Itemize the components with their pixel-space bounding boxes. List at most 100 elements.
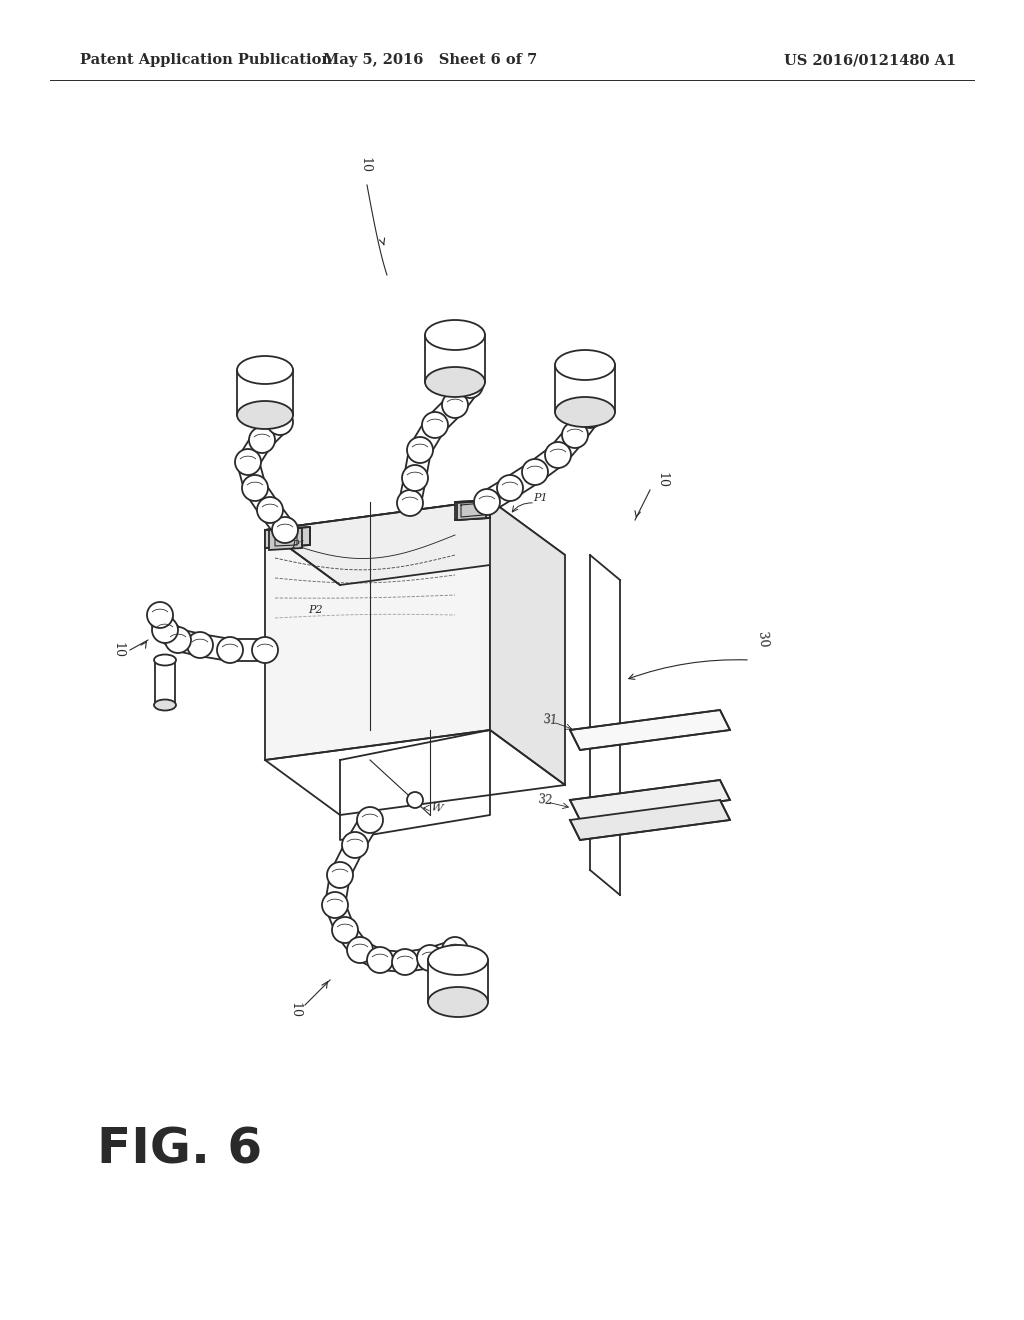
Polygon shape (238, 459, 265, 491)
Polygon shape (379, 950, 406, 972)
Circle shape (332, 917, 358, 942)
Ellipse shape (425, 319, 485, 350)
Polygon shape (425, 335, 485, 381)
Circle shape (417, 945, 443, 972)
Text: May 5, 2016   Sheet 6 of 7: May 5, 2016 Sheet 6 of 7 (323, 53, 538, 67)
Circle shape (147, 602, 173, 628)
Polygon shape (265, 527, 310, 548)
Ellipse shape (428, 945, 488, 975)
Circle shape (272, 517, 298, 543)
Polygon shape (346, 814, 379, 850)
Ellipse shape (425, 367, 485, 397)
Circle shape (442, 392, 468, 418)
Text: P2: P2 (307, 605, 323, 615)
Circle shape (187, 632, 213, 657)
Polygon shape (326, 902, 354, 933)
Polygon shape (528, 446, 564, 480)
Circle shape (249, 426, 275, 453)
Circle shape (562, 422, 588, 447)
Polygon shape (261, 503, 294, 537)
Polygon shape (265, 500, 565, 585)
Polygon shape (230, 639, 265, 661)
Polygon shape (246, 482, 280, 516)
Circle shape (407, 792, 423, 808)
Circle shape (252, 638, 278, 663)
Polygon shape (570, 710, 730, 750)
Ellipse shape (237, 356, 293, 384)
Circle shape (152, 616, 178, 643)
Polygon shape (457, 502, 486, 520)
Polygon shape (355, 941, 384, 969)
Circle shape (402, 465, 428, 491)
Polygon shape (239, 434, 271, 467)
Circle shape (327, 862, 353, 888)
Polygon shape (570, 780, 730, 820)
Circle shape (267, 409, 293, 436)
Circle shape (217, 638, 243, 663)
Circle shape (234, 449, 261, 475)
Polygon shape (411, 420, 444, 455)
Polygon shape (199, 634, 231, 661)
Polygon shape (155, 660, 175, 705)
Circle shape (342, 832, 368, 858)
Polygon shape (404, 447, 431, 480)
Text: 31: 31 (542, 713, 558, 727)
Ellipse shape (555, 350, 615, 380)
Text: 10: 10 (358, 157, 372, 173)
Polygon shape (481, 479, 516, 511)
Text: P1: P1 (532, 492, 547, 503)
Polygon shape (428, 960, 488, 1002)
Polygon shape (570, 800, 730, 840)
Text: P1: P1 (291, 540, 305, 550)
Circle shape (545, 442, 571, 469)
Circle shape (497, 475, 523, 502)
Circle shape (257, 498, 283, 523)
Polygon shape (150, 611, 175, 634)
Polygon shape (326, 874, 350, 907)
Ellipse shape (154, 655, 176, 665)
Circle shape (242, 475, 268, 502)
Polygon shape (490, 500, 565, 785)
Text: FIG. 6: FIG. 6 (97, 1126, 262, 1173)
Polygon shape (566, 408, 599, 442)
Text: Patent Application Publication: Patent Application Publication (80, 53, 332, 67)
Text: 10: 10 (655, 473, 669, 488)
Polygon shape (550, 428, 584, 462)
Ellipse shape (237, 401, 293, 429)
Circle shape (422, 412, 449, 438)
Text: 30: 30 (755, 631, 769, 648)
Text: US 2016/0121480 A1: US 2016/0121480 A1 (784, 53, 956, 67)
Circle shape (457, 372, 483, 399)
Polygon shape (265, 500, 490, 760)
Polygon shape (337, 924, 368, 956)
Circle shape (474, 488, 500, 515)
Polygon shape (331, 841, 364, 879)
Ellipse shape (555, 397, 615, 426)
Circle shape (442, 937, 468, 964)
Polygon shape (446, 379, 479, 412)
Text: 10: 10 (112, 642, 125, 657)
Polygon shape (555, 366, 615, 412)
Polygon shape (427, 397, 463, 433)
Polygon shape (403, 948, 431, 972)
Polygon shape (399, 475, 426, 506)
Polygon shape (455, 500, 490, 520)
Polygon shape (237, 370, 293, 414)
Circle shape (407, 437, 433, 463)
Polygon shape (254, 414, 288, 447)
Polygon shape (159, 622, 184, 648)
Polygon shape (175, 630, 203, 656)
Text: 32: 32 (537, 793, 553, 807)
Circle shape (392, 949, 418, 975)
Ellipse shape (428, 987, 488, 1016)
Circle shape (397, 490, 423, 516)
Polygon shape (504, 463, 541, 498)
Ellipse shape (154, 700, 176, 710)
Circle shape (577, 403, 603, 428)
Circle shape (322, 892, 348, 917)
Text: W: W (430, 803, 443, 814)
Circle shape (367, 946, 393, 973)
Polygon shape (427, 940, 458, 968)
Circle shape (357, 807, 383, 833)
Circle shape (165, 627, 191, 653)
